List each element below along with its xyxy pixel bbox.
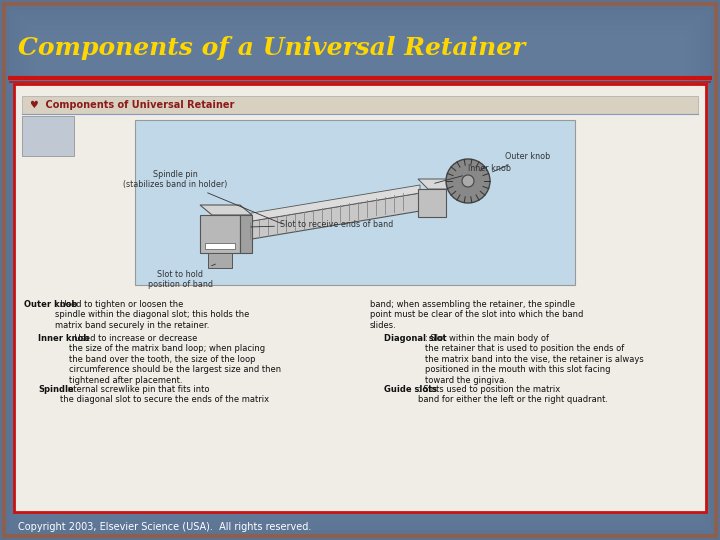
Text: Slot to receive ends of band: Slot to receive ends of band [251,220,393,229]
Text: : Internal screwlike pin that fits into
the diagonal slot to secure the ends of : : Internal screwlike pin that fits into … [60,385,269,404]
Text: ♥  Components of Universal Retainer: ♥ Components of Universal Retainer [30,100,235,110]
Text: : Used to tighten or loosen the
spindle within the diagonal slot; this holds the: : Used to tighten or loosen the spindle … [55,300,250,330]
Text: Outer knob: Outer knob [24,300,77,309]
Polygon shape [200,205,252,215]
Text: Copyright 2003, Elsevier Science (USA).  All rights reserved.: Copyright 2003, Elsevier Science (USA). … [18,522,311,532]
Text: Slot to hold
position of band: Slot to hold position of band [148,264,215,289]
Bar [22,96,698,114]
Bar [35,35,685,505]
Bar [200,215,240,253]
Polygon shape [240,193,420,241]
Polygon shape [240,185,420,223]
Bar [14,84,706,512]
Text: Spindle pin
(stabilizes band in holder): Spindle pin (stabilizes band in holder) [123,170,282,224]
Bar [208,253,232,268]
Bar [205,243,235,249]
Text: Inner knob: Inner knob [435,164,511,183]
Bar [30,30,690,510]
Circle shape [462,175,474,187]
Text: : Slot within the main body of
the retainer that is used to position the ends of: : Slot within the main body of the retai… [425,334,643,384]
Text: Inner knob: Inner knob [38,334,89,343]
Bar [418,189,446,217]
Text: Spindle: Spindle [38,385,73,394]
Circle shape [446,159,490,203]
Text: : Used to increase or decrease
the size of the matrix band loop; when placing
th: : Used to increase or decrease the size … [69,334,282,384]
Bar [22,116,74,156]
Text: band; when assembling the retainer, the spindle
point must be clear of the slot : band; when assembling the retainer, the … [370,300,583,330]
Bar [135,120,575,285]
Text: Diagonal slot: Diagonal slot [384,334,446,343]
Text: Outer knob: Outer knob [492,152,550,172]
Text: Components of a Universal Retainer: Components of a Universal Retainer [18,36,526,60]
Polygon shape [418,179,456,189]
Text: : Slots used to position the matrix
band for either the left or the right quadra: : Slots used to position the matrix band… [418,385,608,404]
Text: Guide slots: Guide slots [384,385,437,394]
Polygon shape [240,215,252,253]
